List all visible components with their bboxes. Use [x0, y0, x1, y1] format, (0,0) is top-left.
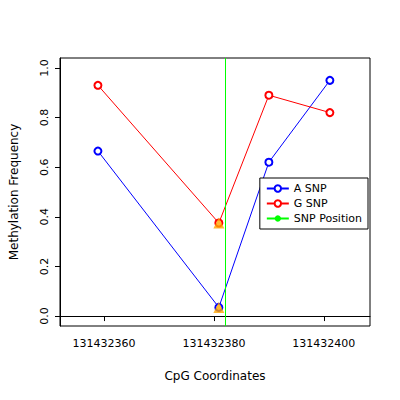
- svg-text:A SNP: A SNP: [294, 182, 327, 195]
- svg-text:0.6: 0.6: [38, 158, 51, 176]
- svg-text:0.8: 0.8: [38, 109, 51, 127]
- svg-text:131432360: 131432360: [72, 337, 135, 350]
- svg-text:131432400: 131432400: [292, 337, 355, 350]
- svg-text:0.0: 0.0: [38, 307, 51, 325]
- svg-text:G SNP: G SNP: [294, 197, 328, 210]
- svg-text:SNP Position: SNP Position: [294, 212, 362, 225]
- svg-text:1.0: 1.0: [38, 59, 51, 77]
- svg-text:CpG Coordinates: CpG Coordinates: [164, 369, 265, 383]
- svg-text:Methylation Frequency: Methylation Frequency: [7, 124, 21, 261]
- svg-text:131432380: 131432380: [182, 337, 245, 350]
- svg-text:0.4: 0.4: [38, 208, 51, 226]
- svg-text:0.2: 0.2: [38, 258, 51, 276]
